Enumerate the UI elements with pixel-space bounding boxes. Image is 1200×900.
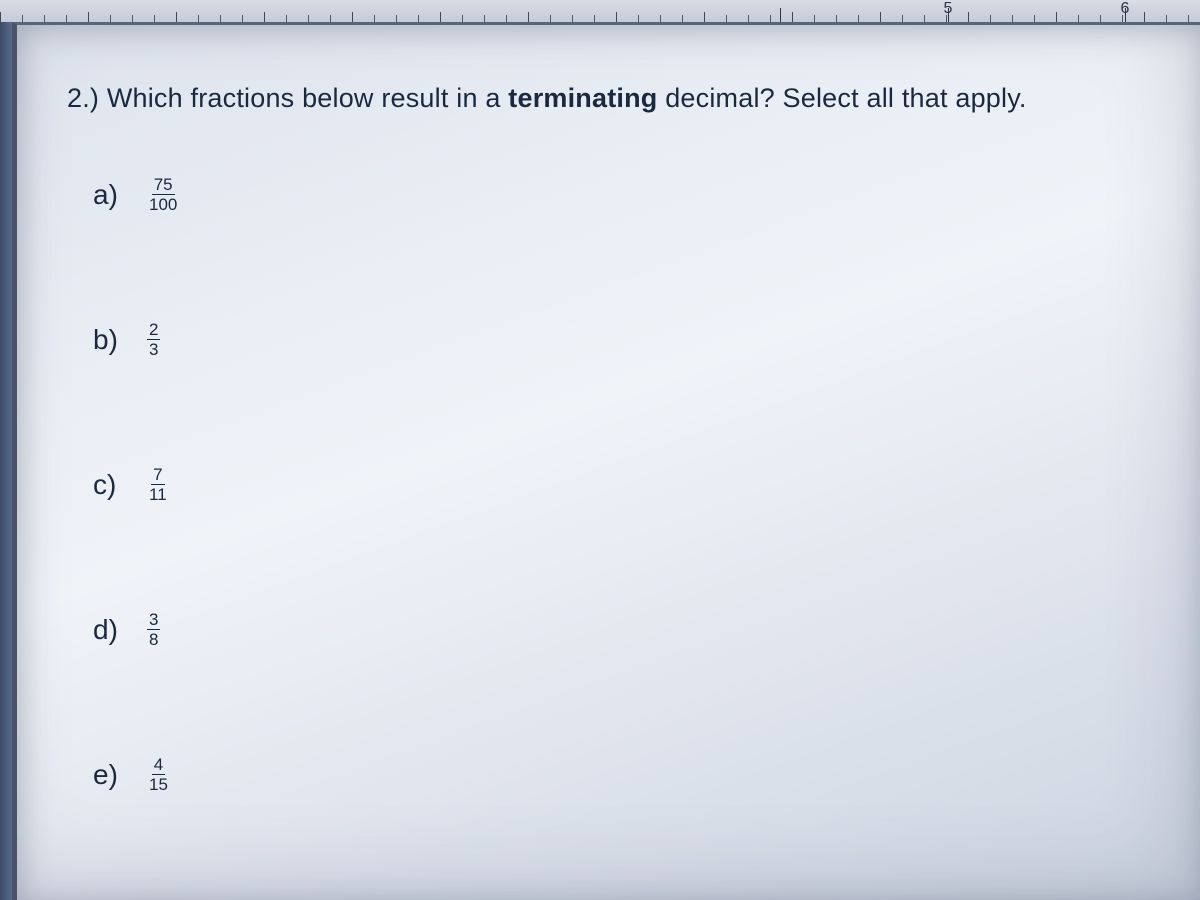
- option-label: d): [93, 614, 129, 646]
- ruler-tick-minor: [286, 15, 287, 22]
- ruler-tick-minor: [22, 15, 23, 22]
- ruler-tick-minor: [1012, 15, 1013, 22]
- fraction: 7 11: [147, 466, 169, 503]
- ruler-tick-medium: [352, 12, 353, 22]
- ruler-tick-minor: [1034, 15, 1035, 22]
- ruler-tick-minor: [682, 15, 683, 22]
- fraction-numerator: 75: [152, 176, 175, 195]
- ruler-tick-minor: [44, 15, 45, 22]
- fraction: 2 3: [147, 321, 160, 358]
- ruler-number: 6: [1121, 0, 1130, 18]
- ruler-tick-minor: [418, 15, 419, 22]
- option-label: b): [93, 324, 129, 356]
- ruler-tick-minor: [484, 15, 485, 22]
- fraction: 3 8: [147, 611, 160, 648]
- ruler-tick-minor: [748, 15, 749, 22]
- ruler-tick-minor: [814, 15, 815, 22]
- ruler-tick-minor: [638, 15, 639, 22]
- ruler-tick-minor: [770, 15, 771, 22]
- ruler-tick-minor: [1100, 15, 1101, 22]
- ruler-tick-minor: [132, 15, 133, 22]
- ruler-tick-minor: [550, 15, 551, 22]
- ruler-tick-medium: [704, 12, 705, 22]
- ruler-tick-minor: [1166, 15, 1167, 22]
- question-text: 2.) Which fractions below result in a te…: [67, 80, 1147, 116]
- ruler-tick-medium: [528, 12, 529, 22]
- fraction-numerator: 2: [147, 321, 160, 340]
- option-label: a): [93, 179, 129, 211]
- ruler-tick-medium: [0, 12, 1, 22]
- ruler-tick-minor: [198, 15, 199, 22]
- ruler-tick-minor: [990, 15, 991, 22]
- option-label: e): [93, 759, 129, 791]
- ruler-tick-minor: [924, 15, 925, 22]
- ruler-tick-medium: [880, 12, 881, 22]
- fraction: 75 100: [147, 176, 179, 213]
- ruler-tick-major: [780, 8, 781, 22]
- ruler: 56: [0, 0, 1200, 24]
- ruler-tick-minor: [836, 15, 837, 22]
- ruler-tick-minor: [1078, 15, 1079, 22]
- ruler-tick-minor: [726, 15, 727, 22]
- fraction-denominator: 8: [147, 630, 160, 648]
- ruler-tick-minor: [110, 15, 111, 22]
- fraction-numerator: 7: [151, 466, 164, 485]
- option-c[interactable]: c) 7 11: [93, 466, 1160, 503]
- fraction-denominator: 11: [147, 485, 169, 503]
- ruler-tick-minor: [506, 15, 507, 22]
- ruler-tick-minor: [902, 15, 903, 22]
- page-left-edge: [0, 22, 12, 900]
- options-list: a) 75 100 b) 2 3 c) 7 11 d) 3 8: [67, 176, 1160, 793]
- ruler-tick-minor: [330, 15, 331, 22]
- worksheet-page: 2.) Which fractions below result in a te…: [12, 22, 1200, 900]
- ruler-tick-medium: [792, 12, 793, 22]
- fraction-numerator: 4: [152, 756, 165, 775]
- ruler-tick-minor: [462, 15, 463, 22]
- ruler-tick-medium: [440, 12, 441, 22]
- ruler-tick-minor: [308, 15, 309, 22]
- fraction-denominator: 3: [147, 340, 160, 358]
- ruler-tick-medium: [968, 12, 969, 22]
- ruler-tick-medium: [88, 12, 89, 22]
- ruler-tick-minor: [594, 15, 595, 22]
- ruler-number: 5: [944, 0, 953, 18]
- ruler-tick-minor: [220, 15, 221, 22]
- ruler-tick-minor: [154, 15, 155, 22]
- ruler-tick-medium: [264, 12, 265, 22]
- ruler-tick-minor: [1188, 15, 1189, 22]
- ruler-tick-minor: [374, 15, 375, 22]
- ruler-tick-minor: [242, 15, 243, 22]
- ruler-tick-minor: [66, 15, 67, 22]
- fraction-numerator: 3: [147, 611, 160, 630]
- ruler-tick-minor: [572, 15, 573, 22]
- fraction-denominator: 15: [147, 775, 170, 793]
- option-b[interactable]: b) 2 3: [93, 321, 1160, 358]
- question-number: 2.): [67, 83, 99, 113]
- option-label: c): [93, 469, 129, 501]
- ruler-tick-medium: [176, 12, 177, 22]
- fraction-denominator: 100: [147, 195, 179, 213]
- option-e[interactable]: e) 4 15: [93, 756, 1160, 793]
- ruler-tick-medium: [1056, 12, 1057, 22]
- ruler-tick-minor: [660, 15, 661, 22]
- question-suffix: decimal? Select all that apply.: [658, 83, 1027, 113]
- ruler-tick-minor: [858, 15, 859, 22]
- ruler-tick-minor: [396, 15, 397, 22]
- option-a[interactable]: a) 75 100: [93, 176, 1160, 213]
- ruler-tick-medium: [1144, 12, 1145, 22]
- option-d[interactable]: d) 3 8: [93, 611, 1160, 648]
- ruler-tick-medium: [616, 12, 617, 22]
- question-bold-word: terminating: [508, 83, 657, 113]
- fraction: 4 15: [147, 756, 170, 793]
- question-prefix: Which fractions below result in a: [107, 83, 508, 113]
